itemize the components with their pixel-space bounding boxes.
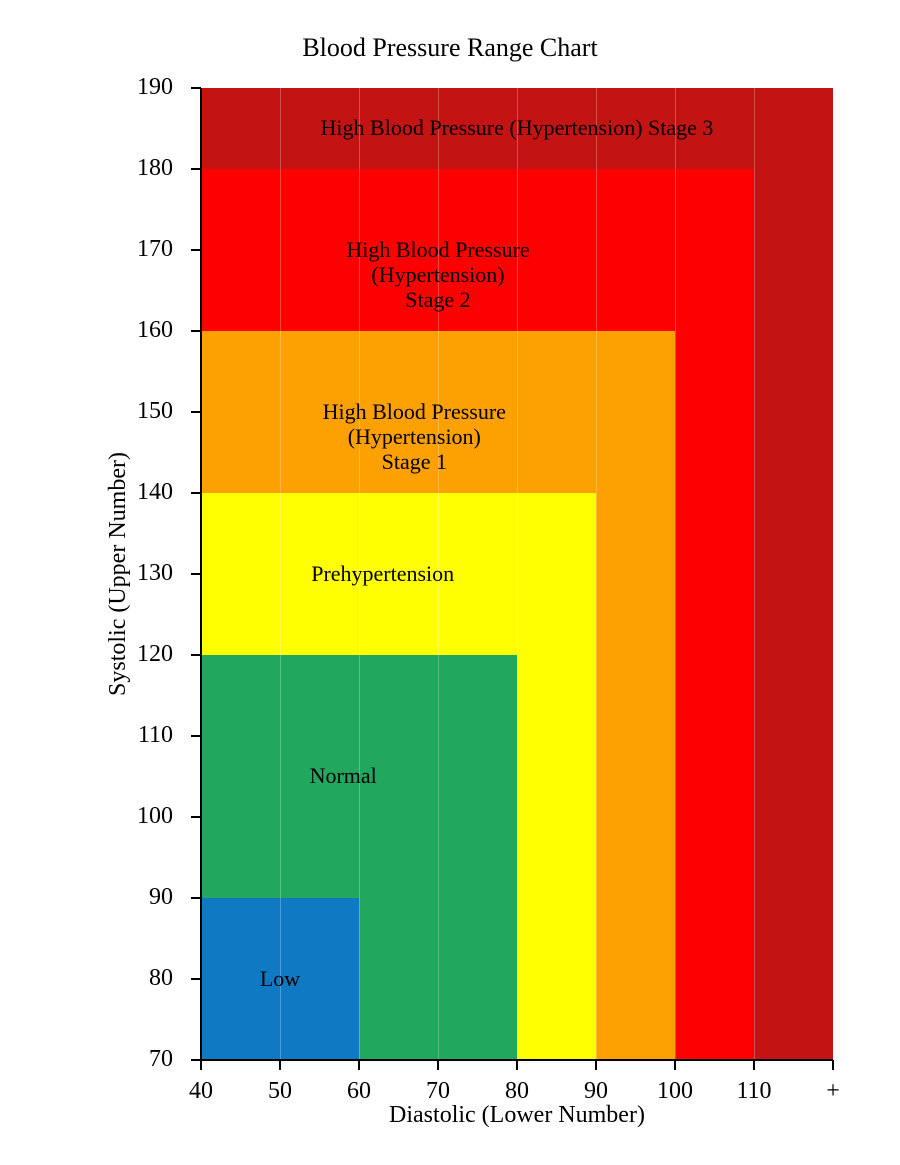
y-tick-label: 180 [103, 155, 173, 182]
y-tick-label: 100 [103, 803, 173, 830]
y-tick-label: 80 [103, 965, 173, 992]
y-tick-label: 160 [103, 317, 173, 344]
x-tick-label: 70 [408, 1078, 468, 1105]
y-axis-title: Systolic (Upper Number) [105, 424, 132, 724]
x-tick-label: 50 [250, 1078, 310, 1105]
x-tick-label: 80 [487, 1078, 547, 1105]
y-tick-label: 110 [103, 722, 173, 749]
x-tick-label: 100 [645, 1078, 705, 1105]
x-tick-label: + [803, 1078, 863, 1105]
x-axis-title: Diastolic (Lower Number) [201, 1102, 833, 1129]
y-tick-label: 190 [103, 74, 173, 101]
y-tick-label: 170 [103, 236, 173, 263]
x-tick-label: 110 [724, 1078, 784, 1105]
x-tick-label: 90 [566, 1078, 626, 1105]
y-tick-label: 90 [103, 884, 173, 911]
x-tick-label: 60 [329, 1078, 389, 1105]
x-tick-label: 40 [171, 1078, 231, 1105]
y-tick-label: 150 [103, 398, 173, 425]
y-tick-label: 70 [103, 1046, 173, 1073]
